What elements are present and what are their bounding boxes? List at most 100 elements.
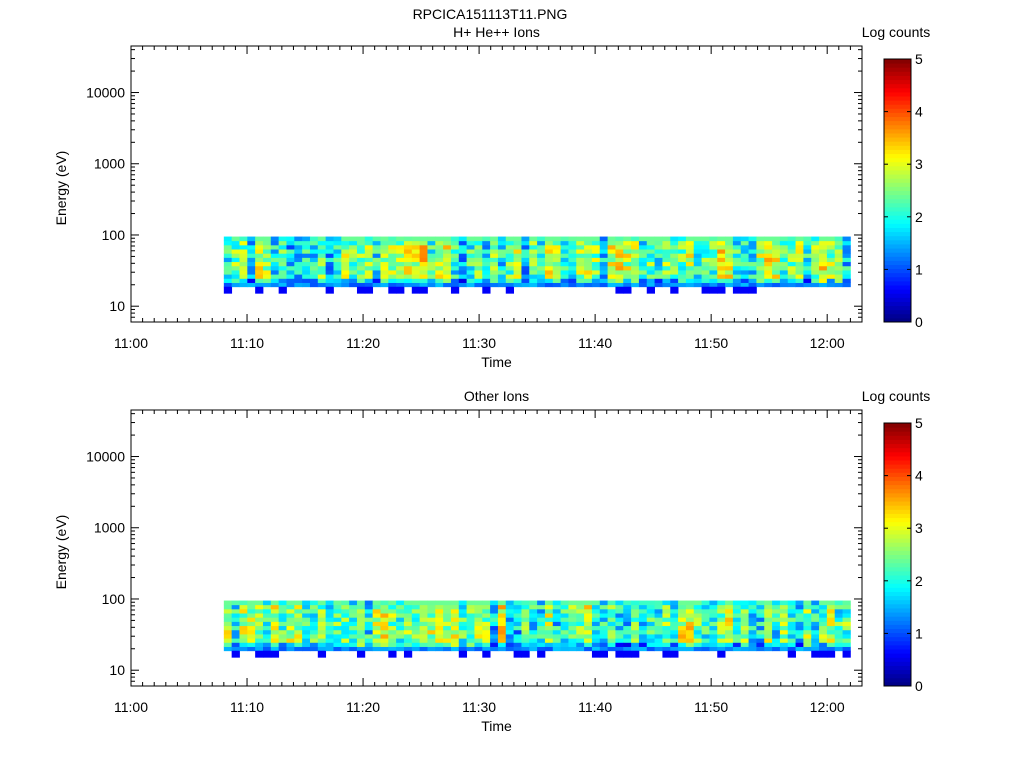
heatmap-cell	[560, 249, 569, 254]
heatmap-cell	[356, 286, 366, 294]
heatmap-cell	[513, 642, 522, 647]
colorbar-swatch	[884, 583, 911, 588]
heatmap-cell	[317, 600, 327, 606]
heatmap-cell	[482, 253, 491, 258]
heatmap-cell	[772, 600, 781, 606]
heatmap-cell	[341, 257, 350, 263]
heatmap-cell	[333, 629, 342, 635]
heatmap-cell	[725, 240, 734, 246]
colorbar-swatch	[884, 165, 911, 171]
heatmap-cell	[255, 282, 264, 288]
heatmap-cell	[560, 600, 569, 606]
colorbar-swatch	[884, 624, 911, 629]
heatmap-cell	[607, 621, 616, 627]
heatmap-cell	[560, 282, 569, 288]
heatmap-cell	[247, 646, 256, 652]
heatmap-cell	[623, 265, 632, 271]
heatmap-cell	[356, 282, 366, 288]
heatmap-cell	[591, 629, 601, 635]
heatmap-cell	[490, 265, 499, 271]
heatmap-cell	[631, 278, 640, 283]
heatmap-cell	[685, 257, 695, 263]
heatmap-cell	[380, 642, 389, 647]
heatmap-cell	[662, 650, 671, 658]
heatmap-cell	[309, 249, 319, 254]
heatmap-cell	[286, 613, 295, 618]
heatmap-cell	[615, 634, 624, 639]
heatmap-cell	[427, 265, 436, 271]
heatmap-cell	[615, 613, 624, 618]
heatmap-cell	[795, 249, 804, 254]
heatmap-cell	[239, 634, 248, 639]
heatmap-cell	[223, 261, 233, 267]
heatmap-cell	[646, 265, 655, 271]
heatmap-cell	[466, 265, 475, 271]
heatmap-cell	[294, 274, 303, 279]
heatmap-cell	[756, 253, 765, 258]
heatmap-cell	[482, 608, 491, 614]
heatmap-cell	[317, 604, 327, 610]
heatmap-cell	[427, 600, 436, 606]
heatmap-cell	[270, 604, 280, 610]
heatmap-cell	[646, 625, 655, 631]
heatmap-cell	[231, 265, 240, 271]
heatmap-cell	[223, 646, 233, 652]
heatmap-cell	[701, 282, 710, 288]
heatmap-cell	[513, 236, 522, 242]
heatmap-cell	[803, 249, 812, 254]
heatmap-cell	[317, 244, 327, 250]
heatmap-cell	[685, 625, 695, 631]
heatmap-cell	[701, 261, 710, 267]
x-axis-label: Time	[481, 354, 512, 370]
colorbar-swatch	[884, 194, 911, 200]
heatmap-cell	[631, 274, 640, 279]
heatmap-cell	[787, 261, 796, 267]
heatmap-cell	[490, 638, 499, 643]
heatmap-cell	[403, 634, 413, 639]
heatmap-cell	[717, 650, 726, 658]
heatmap-cell	[544, 600, 554, 606]
heatmap-cell	[262, 270, 272, 275]
heatmap-cell	[787, 604, 796, 610]
heatmap-cell	[795, 257, 804, 263]
heatmap-cell	[560, 265, 569, 271]
heatmap-cell	[544, 634, 554, 639]
colorbar-swatch	[884, 79, 911, 85]
heatmap-cell	[262, 282, 272, 288]
heatmap-cell	[654, 621, 663, 627]
heatmap-cell	[654, 613, 663, 618]
heatmap-cell	[599, 278, 608, 283]
heatmap-cell	[294, 604, 303, 610]
heatmap-cell	[717, 249, 726, 254]
heatmap-cell	[576, 600, 585, 606]
heatmap-cell	[544, 629, 554, 635]
heatmap-cell	[772, 642, 781, 647]
heatmap-cell	[631, 625, 640, 631]
heatmap-cell	[662, 634, 671, 639]
heatmap-cell	[419, 642, 428, 647]
heatmap-cell	[466, 270, 475, 275]
heatmap-cell	[803, 613, 812, 618]
colorbar-swatch	[884, 59, 911, 64]
heatmap-cell	[623, 278, 632, 283]
heatmap-cell	[435, 634, 444, 639]
heatmap-cell	[278, 286, 287, 294]
heatmap-cell	[443, 621, 452, 627]
colorbar-swatch	[884, 211, 911, 216]
heatmap-cell	[725, 249, 734, 254]
heatmap-cell	[537, 604, 546, 610]
heatmap-cell	[772, 634, 781, 639]
heatmap-cell	[364, 629, 374, 635]
colorbar-swatch	[884, 157, 911, 163]
heatmap-cell	[364, 625, 374, 631]
heatmap-cell	[262, 244, 272, 250]
heatmap-cell	[552, 265, 562, 271]
heatmap-cell	[458, 621, 468, 627]
heatmap-cell	[599, 236, 608, 242]
heatmap-cell	[732, 240, 742, 246]
heatmap-cell	[646, 240, 655, 246]
heatmap-cell	[521, 613, 530, 618]
heatmap-cell	[411, 604, 421, 610]
colorbar-swatch	[884, 554, 911, 560]
heatmap-cell	[255, 257, 264, 263]
